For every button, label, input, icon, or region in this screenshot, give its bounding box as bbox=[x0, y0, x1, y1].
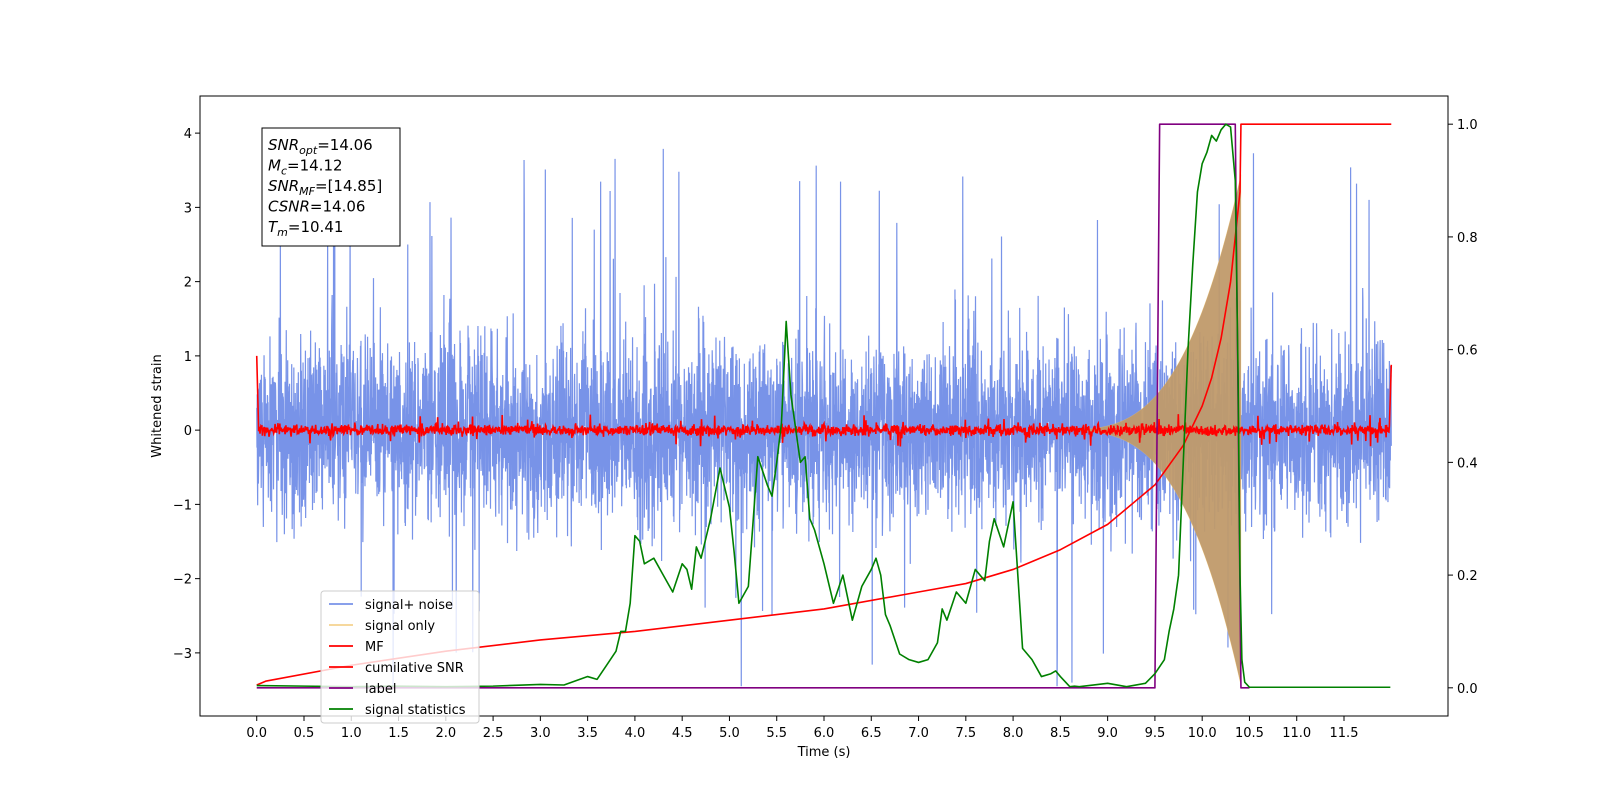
x-tick-label: 1.5 bbox=[388, 726, 409, 741]
y2-tick-label: 0.6 bbox=[1457, 344, 1478, 359]
x-tick-label: 5.5 bbox=[766, 726, 787, 741]
info-sub: m bbox=[277, 226, 288, 239]
series-signal-statistics bbox=[256, 123, 1391, 689]
info-base: M bbox=[268, 157, 281, 175]
series-layer bbox=[255, 123, 1393, 689]
info-sub: MF bbox=[299, 185, 315, 198]
x-tick-label: 11.5 bbox=[1330, 726, 1359, 741]
x-tick-label: 8.0 bbox=[1003, 726, 1024, 741]
y2-tick-label: 1.0 bbox=[1457, 118, 1478, 133]
info-value: =[14.85] bbox=[315, 177, 382, 195]
info-box-line: SNRopt=14.06 bbox=[268, 136, 373, 157]
x-tick-label: 2.0 bbox=[435, 726, 456, 741]
y-tick-label: 4 bbox=[184, 127, 192, 142]
x-tick-label: 7.5 bbox=[955, 726, 976, 741]
info-box-line: SNRMF=[14.85] bbox=[268, 177, 382, 198]
y-axis-right: 0.0 0.2 0.4 0.6 0.8 1.0 bbox=[1448, 118, 1478, 697]
info-box-line: Tm=10.41 bbox=[268, 218, 343, 239]
info-box-frame bbox=[261, 127, 401, 247]
y-tick-label: −1 bbox=[173, 498, 192, 513]
x-axis: 0.0 0.5 1.0 1.5 2.0 2.5 3.0 3.5 4.0 4.5 5.0 5.5 6.0 6… bbox=[246, 716, 1358, 741]
info-base: SNR bbox=[268, 177, 299, 195]
legend-label: signal statistics bbox=[365, 703, 466, 718]
y-axis-left: −3 −2 −1 0 1 2 3 4 bbox=[173, 127, 200, 662]
info-base: T bbox=[268, 218, 279, 236]
x-tick-label: 0.5 bbox=[294, 726, 315, 741]
info-box-line: Mc=14.12 bbox=[268, 157, 343, 178]
info-base: CSNR bbox=[268, 198, 310, 216]
x-tick-label: 4.5 bbox=[672, 726, 693, 741]
x-tick-label: 6.5 bbox=[861, 726, 882, 741]
legend: signal+ noise signal only MF cumilative SNR… bbox=[320, 590, 480, 724]
x-tick-label: 4.0 bbox=[625, 726, 646, 741]
x-tick-label: 2.5 bbox=[483, 726, 504, 741]
info-sub: opt bbox=[299, 144, 318, 157]
y-tick-label: 2 bbox=[184, 276, 192, 291]
y-tick-label: 1 bbox=[184, 350, 192, 365]
y2-tick-label: 0.2 bbox=[1457, 569, 1478, 584]
x-tick-label: 8.5 bbox=[1050, 726, 1071, 741]
info-box-line: CSNR=14.06 bbox=[268, 198, 365, 216]
y-tick-label: 0 bbox=[184, 424, 192, 439]
legend-label: label bbox=[365, 682, 396, 697]
y-tick-label: −3 bbox=[173, 647, 192, 662]
y2-tick-label: 0.4 bbox=[1457, 456, 1478, 471]
x-tick-label: 6.0 bbox=[814, 726, 835, 741]
x-tick-label: 9.5 bbox=[1145, 726, 1166, 741]
info-box: SNRopt=14.06Mc=14.12SNRMF=[14.85]CSNR=14… bbox=[261, 127, 401, 247]
series-mf bbox=[255, 355, 1393, 447]
info-value: =14.06 bbox=[310, 198, 366, 216]
legend-label: signal+ noise bbox=[365, 598, 453, 613]
x-tick-label: 11.0 bbox=[1282, 726, 1311, 741]
x-tick-label: 3.0 bbox=[530, 726, 551, 741]
y-axis-label: Whitened strain bbox=[150, 354, 165, 457]
x-tick-label: 3.5 bbox=[577, 726, 598, 741]
legend-frame bbox=[320, 590, 480, 724]
x-tick-label: 10.0 bbox=[1188, 726, 1217, 741]
info-base: SNR bbox=[268, 136, 299, 154]
info-value: =10.41 bbox=[288, 218, 344, 236]
x-tick-label: 0.0 bbox=[246, 726, 267, 741]
legend-label: signal only bbox=[365, 619, 435, 634]
y-tick-label: −2 bbox=[173, 573, 192, 588]
y2-tick-label: 0.0 bbox=[1457, 682, 1478, 697]
y-tick-label: 3 bbox=[184, 201, 192, 216]
x-axis-label: Time (s) bbox=[797, 745, 851, 760]
x-tick-label: 10.5 bbox=[1235, 726, 1264, 741]
legend-label: MF bbox=[365, 640, 384, 655]
x-tick-label: 5.0 bbox=[719, 726, 740, 741]
legend-label: cumilative SNR bbox=[365, 661, 464, 676]
series-label bbox=[256, 123, 1250, 689]
info-value: =14.12 bbox=[287, 157, 343, 175]
y2-tick-label: 0.8 bbox=[1457, 231, 1478, 246]
info-value: =14.06 bbox=[317, 136, 373, 154]
series-cumilative-snr bbox=[256, 123, 1392, 686]
x-tick-label: 1.0 bbox=[341, 726, 362, 741]
x-tick-label: 9.0 bbox=[1097, 726, 1118, 741]
x-tick-label: 7.0 bbox=[908, 726, 929, 741]
info-sub: c bbox=[281, 165, 287, 178]
